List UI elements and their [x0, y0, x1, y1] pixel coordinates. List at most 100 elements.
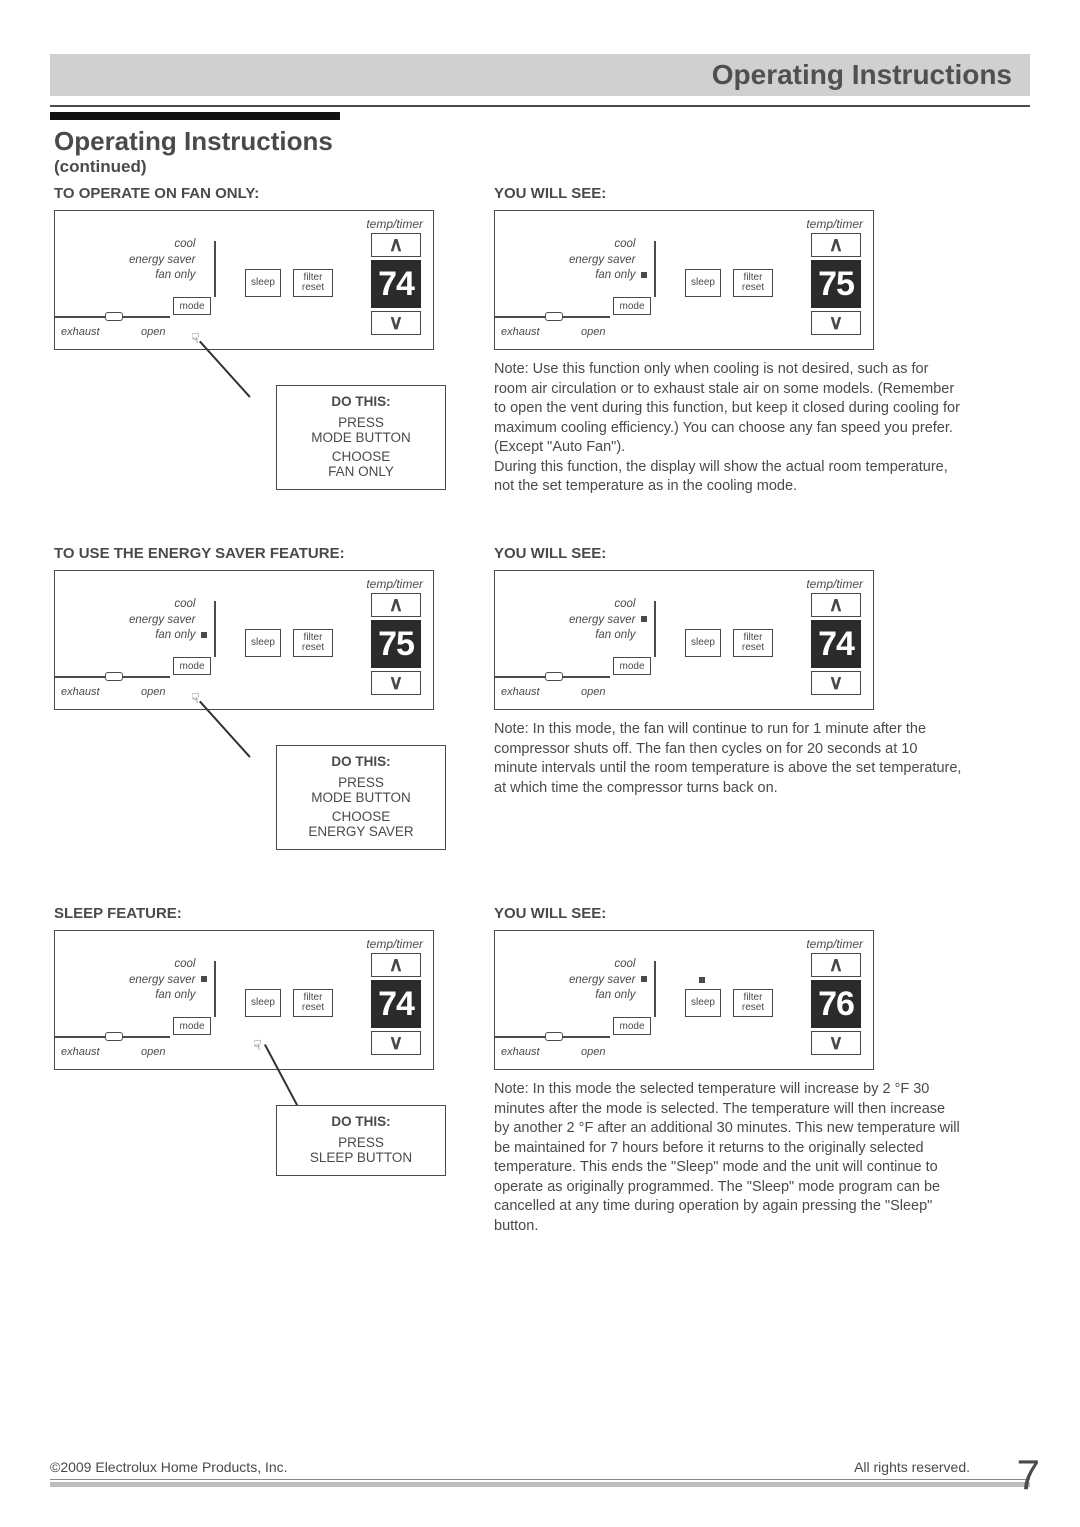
temp-up-button[interactable]: ∧	[371, 233, 421, 257]
mode-button[interactable]: mode	[613, 297, 651, 315]
temp-down-button[interactable]: ∨	[371, 1031, 421, 1055]
temp-display: 75	[811, 260, 861, 308]
open-label: open	[581, 686, 605, 698]
temp-timer-label: temp/timer	[366, 217, 423, 231]
temp-timer-label: temp/timer	[806, 577, 863, 591]
open-label: open	[141, 1046, 165, 1058]
temp-display: 74	[371, 260, 421, 308]
mode-list: coolenergy saverfan only	[129, 597, 207, 644]
vent-slider-handle[interactable]	[545, 312, 563, 321]
temp-down-button[interactable]: ∨	[811, 671, 861, 695]
sleep-button[interactable]: sleep	[685, 989, 721, 1017]
exhaust-label: exhaust	[61, 1046, 100, 1058]
open-label: open	[141, 686, 165, 698]
temp-up-button[interactable]: ∧	[371, 593, 421, 617]
temp-display: 74	[371, 980, 421, 1028]
temp-timer-label: temp/timer	[366, 577, 423, 591]
do-this-head: DO THIS:	[289, 394, 433, 409]
mode-list: coolenergy saverfan only	[569, 957, 647, 1004]
mode-list: coolenergy saverfan only	[569, 237, 647, 284]
sleep-button[interactable]: sleep	[685, 629, 721, 657]
temp-down-button[interactable]: ∨	[811, 311, 861, 335]
right-column: YOU WILL SEE: temp/timer coolenergy save…	[494, 185, 1024, 497]
section-subtitle: (continued)	[54, 157, 333, 177]
sleep-button[interactable]: sleep	[685, 269, 721, 297]
temp-controls: ∧ 74 ∨	[369, 953, 423, 1055]
temp-display: 75	[371, 620, 421, 668]
vent-slider-handle[interactable]	[545, 1032, 563, 1041]
hand-icon: ☟	[191, 330, 200, 347]
footer: ©2009 Electrolux Home Products, Inc. All…	[50, 1459, 1030, 1488]
mode-button[interactable]: mode	[613, 1017, 651, 1035]
header-bar: Operating Instructions	[50, 54, 1030, 96]
temp-display: 74	[811, 620, 861, 668]
temp-controls: ∧ 75 ∨	[369, 593, 423, 695]
note-text: Note: In this mode, the fan will continu…	[494, 720, 964, 798]
temp-down-button[interactable]: ∨	[811, 1031, 861, 1055]
do-this-head: DO THIS:	[289, 754, 433, 769]
temp-up-button[interactable]: ∧	[811, 953, 861, 977]
open-label: open	[581, 326, 605, 338]
right-subhead: YOU WILL SEE:	[494, 545, 1024, 562]
temp-timer-label: temp/timer	[806, 937, 863, 951]
control-panel: temp/timer coolenergy saverfan only mode…	[54, 210, 434, 350]
note-text: Note: In this mode the selected temperat…	[494, 1080, 964, 1237]
control-panel: temp/timer coolenergy saverfan only mode…	[494, 570, 874, 710]
temp-up-button[interactable]: ∧	[371, 953, 421, 977]
exhaust-label: exhaust	[501, 326, 540, 338]
temp-down-button[interactable]: ∨	[371, 671, 421, 695]
left-column: TO USE THE ENERGY SAVER FEATURE: temp/ti…	[54, 545, 492, 710]
vent-slider-handle[interactable]	[105, 1032, 123, 1041]
do-this-box: DO THIS: PRESSSLEEP BUTTON	[276, 1105, 446, 1176]
do-this-box: DO THIS: PRESSMODE BUTTONCHOOSEFAN ONLY	[276, 385, 446, 490]
footer-copyright: ©2009 Electrolux Home Products, Inc.	[50, 1459, 288, 1475]
filter-reset-button[interactable]: filterreset	[293, 269, 333, 297]
note-text: Note: Use this function only when coolin…	[494, 360, 964, 497]
open-label: open	[581, 1046, 605, 1058]
filter-reset-button[interactable]: filterreset	[733, 629, 773, 657]
right-subhead: YOU WILL SEE:	[494, 185, 1024, 202]
temp-down-button[interactable]: ∨	[371, 311, 421, 335]
mode-list: coolenergy saverfan only	[129, 957, 207, 1004]
sleep-button[interactable]: sleep	[245, 989, 281, 1017]
exhaust-label: exhaust	[501, 1046, 540, 1058]
hand-icon: ☟	[253, 1037, 262, 1054]
exhaust-label: exhaust	[501, 686, 540, 698]
vent-slider-handle[interactable]	[545, 672, 563, 681]
temp-controls: ∧ 74 ∨	[369, 233, 423, 335]
temp-display: 76	[811, 980, 861, 1028]
control-panel: temp/timer coolenergy saverfan only mode…	[54, 930, 434, 1070]
temp-up-button[interactable]: ∧	[811, 233, 861, 257]
vent-slider-handle[interactable]	[105, 312, 123, 321]
temp-controls: ∧ 75 ∨	[809, 233, 863, 335]
right-column: YOU WILL SEE: temp/timer coolenergy save…	[494, 545, 1024, 798]
left-column: TO OPERATE ON FAN ONLY: temp/timer coole…	[54, 185, 492, 350]
temp-up-button[interactable]: ∧	[811, 593, 861, 617]
temp-timer-label: temp/timer	[366, 937, 423, 951]
mode-button[interactable]: mode	[173, 297, 211, 315]
right-subhead: YOU WILL SEE:	[494, 905, 1024, 922]
sleep-indicator-dot	[699, 977, 705, 983]
control-panel: temp/timer coolenergy saverfan only mode…	[54, 570, 434, 710]
do-this-box: DO THIS: PRESSMODE BUTTONCHOOSEENERGY SA…	[276, 745, 446, 850]
do-this-head: DO THIS:	[289, 1114, 433, 1129]
mode-button[interactable]: mode	[173, 1017, 211, 1035]
mode-button[interactable]: mode	[173, 657, 211, 675]
filter-reset-button[interactable]: filterreset	[293, 989, 333, 1017]
left-subhead: SLEEP FEATURE:	[54, 905, 492, 922]
filter-reset-button[interactable]: filterreset	[733, 269, 773, 297]
vent-slider-handle[interactable]	[105, 672, 123, 681]
control-panel: temp/timer coolenergy saverfan only mode…	[494, 930, 874, 1070]
sleep-button[interactable]: sleep	[245, 629, 281, 657]
filter-reset-button[interactable]: filterreset	[733, 989, 773, 1017]
open-label: open	[141, 326, 165, 338]
filter-reset-button[interactable]: filterreset	[293, 629, 333, 657]
black-accent-bar	[50, 112, 340, 120]
mode-list: coolenergy saverfan only	[569, 597, 647, 644]
left-subhead: TO OPERATE ON FAN ONLY:	[54, 185, 492, 202]
mode-button[interactable]: mode	[613, 657, 651, 675]
exhaust-label: exhaust	[61, 686, 100, 698]
temp-controls: ∧ 74 ∨	[809, 593, 863, 695]
control-panel: temp/timer coolenergy saverfan only mode…	[494, 210, 874, 350]
sleep-button[interactable]: sleep	[245, 269, 281, 297]
